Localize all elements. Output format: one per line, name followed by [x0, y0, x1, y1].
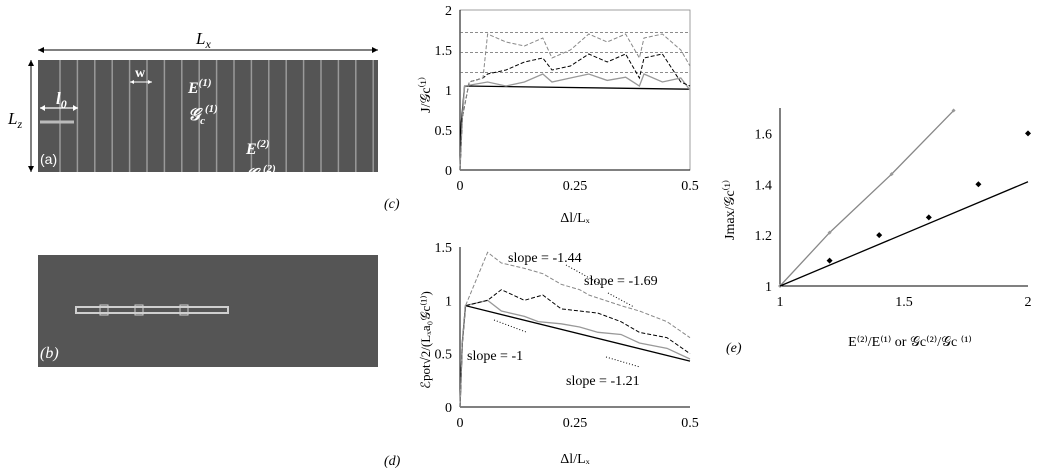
series-line-2: [779, 181, 1029, 287]
y-tick-label: 0.5: [435, 124, 453, 139]
x-tick-label: 0.5: [681, 416, 699, 431]
data-point: [925, 214, 932, 221]
chart-e-xlabel: E⁽²⁾/E⁽¹⁾ or 𝒢c⁽²⁾/𝒢c ⁽¹⁾: [848, 335, 972, 350]
chart-d-tag: (d): [384, 454, 401, 469]
chart-e-ylabel: Jmax/𝒢c⁽¹⁾: [721, 180, 738, 240]
data-point: [827, 230, 832, 235]
y-tick-label: 1.4: [755, 178, 773, 193]
y-tick-label: 1.6: [755, 127, 773, 142]
data-point: [975, 181, 982, 188]
x-tick-label: 0.25: [563, 179, 588, 194]
data-point: [826, 257, 833, 264]
series-line-2: [459, 53, 691, 171]
e1-label: E(1): [187, 77, 212, 97]
plot-frame: [459, 9, 691, 171]
y-tick-label: 1: [765, 280, 772, 295]
chart-e-tag: (e): [726, 341, 742, 356]
y-tick-label: 1.5: [435, 44, 453, 59]
x-tick-label: 0: [457, 179, 464, 194]
y-tick-label: 2: [445, 4, 452, 19]
y-tick-label: 1.5: [435, 241, 453, 256]
series-line-1: [459, 73, 691, 171]
lx-label: Lx: [195, 29, 211, 51]
panel-a: Lx Lz l0 w E(1) 𝒢c(1) E(2) 𝒢c(2) (a): [7, 29, 378, 187]
y-tick-label: 0.5: [435, 348, 453, 363]
g1-label: 𝒢c(1): [188, 103, 218, 127]
series-line-0: [459, 85, 691, 171]
chart-c-xlabel: Δl/Lₓ: [560, 211, 590, 226]
data-point: [876, 232, 883, 239]
annotation-slope-1-21: slope = -1.21: [566, 374, 640, 389]
chart-d: 0 0.5 1 1.5 0 0.25 0.5 ℰpot√2/(Lₓa₀𝒢c⁽¹⁾) Δl/L…: [384, 241, 699, 469]
domain-rect-b: [38, 255, 378, 367]
e2-label: E(2): [245, 138, 270, 158]
crack-outline: [75, 306, 229, 314]
l0-label: l0: [56, 89, 67, 111]
panel-b: (b): [38, 255, 378, 367]
chart-c-ylabel: J/𝒢c⁽¹⁾: [417, 77, 434, 113]
x-tick-label: 0.5: [681, 179, 699, 194]
annotation-slope-1: slope = -1: [467, 349, 523, 364]
x-tick-label: 1.5: [895, 295, 913, 310]
chart-e: 1 1.2 1.4 1.6 1 1.5 2 Jmax/𝒢c⁽¹⁾ E⁽²⁾/E⁽¹⁾ or …: [721, 108, 1032, 356]
series-line-0: [779, 110, 955, 287]
series-line-3: [459, 251, 691, 408]
data-point: [889, 172, 894, 177]
x-tick-label: 1: [777, 295, 784, 310]
chart-c: 0 0.5 1 1.5 2 0 0.25 0.5 J/𝒢c⁽¹⁾ Δl/Lₓ (c): [384, 4, 699, 226]
chart-d-xlabel: Δl/Lₓ: [560, 452, 590, 467]
annotation-slope-1-69: slope = -1.69: [584, 274, 658, 289]
series-line-3: [459, 33, 691, 171]
g2-label: 𝒢c(2): [246, 163, 276, 187]
series-line-2: [459, 289, 691, 408]
chart-c-tag: (c): [384, 197, 400, 212]
data-point: [951, 108, 956, 113]
y-tick-label: 1.2: [755, 229, 773, 244]
x-tick-label: 0.25: [563, 416, 588, 431]
x-tick-label: 0: [457, 416, 464, 431]
lz-label: Lz: [7, 109, 22, 131]
y-tick-label: 1: [445, 84, 452, 99]
x-tick-label: 2: [1025, 295, 1032, 310]
y-tick-label: 0: [445, 401, 452, 416]
y-tick-label: 0: [445, 164, 452, 179]
data-point: [1025, 130, 1031, 137]
panel-b-tag: (b): [40, 345, 59, 362]
panel-a-tag: (a): [40, 151, 57, 167]
chart-d-ylabel: ℰpot√2/(Lₓa₀𝒢c⁽¹⁾): [418, 291, 433, 389]
annotation-slope-1-44: slope = -1.44: [508, 251, 582, 266]
y-tick-label: 1: [445, 294, 452, 309]
w-label: w: [135, 66, 146, 81]
